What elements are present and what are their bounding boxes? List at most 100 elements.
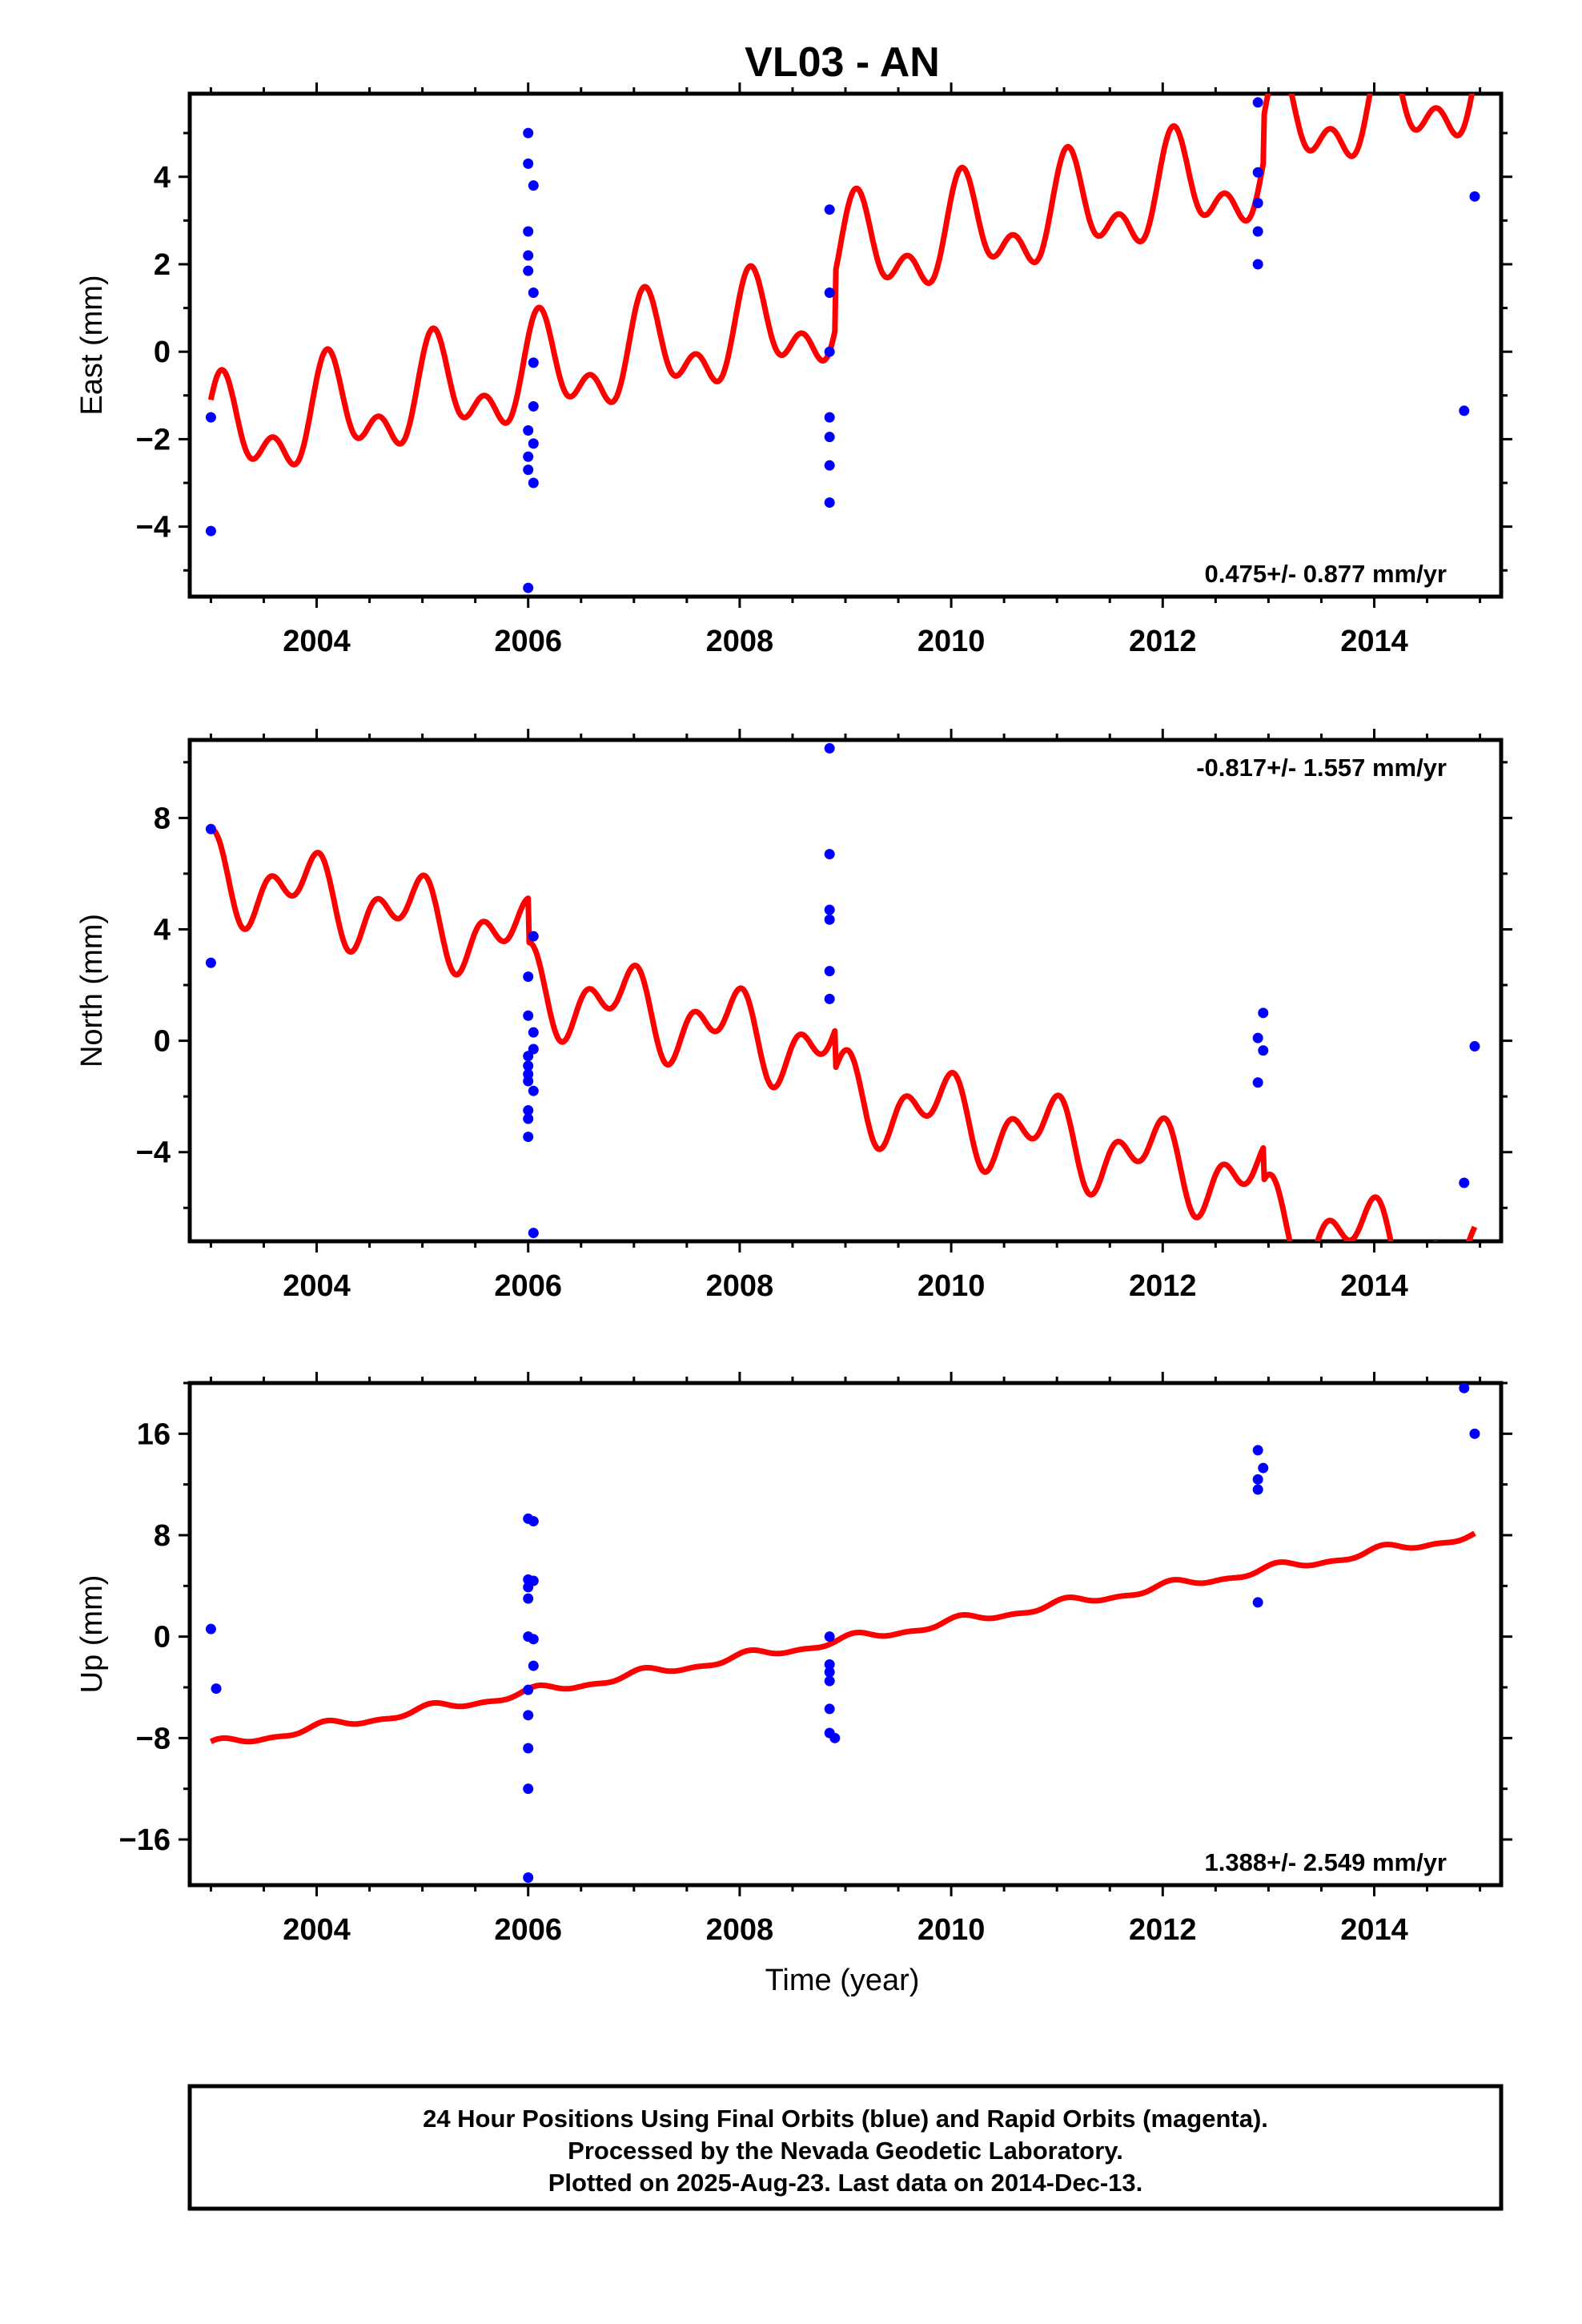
data-point bbox=[523, 971, 534, 983]
data-point bbox=[824, 1703, 835, 1715]
y-tick-label: −8 bbox=[136, 1722, 171, 1755]
data-point bbox=[523, 226, 534, 237]
data-point bbox=[824, 1667, 835, 1678]
data-point bbox=[523, 1684, 534, 1695]
data-point bbox=[523, 1710, 534, 1721]
data-point bbox=[1459, 1177, 1470, 1188]
data-point bbox=[528, 287, 539, 298]
data-point bbox=[523, 1105, 534, 1116]
x-tick-label: 2010 bbox=[917, 1913, 986, 1947]
data-point bbox=[829, 1732, 841, 1743]
data-point bbox=[1459, 405, 1470, 416]
x-tick-label: 2012 bbox=[1129, 1269, 1197, 1303]
data-point bbox=[528, 1027, 539, 1038]
x-tick-label: 2012 bbox=[1129, 625, 1197, 658]
panel-east-rate: 0.475+/- 0.877 mm/yr bbox=[1205, 560, 1447, 588]
footer-box bbox=[187, 2084, 1504, 2211]
data-point bbox=[528, 357, 539, 368]
y-tick-label: 4 bbox=[154, 913, 171, 947]
data-point bbox=[1252, 1077, 1263, 1088]
y-tick-label: 8 bbox=[154, 1519, 171, 1553]
data-point bbox=[211, 1683, 222, 1695]
data-point bbox=[528, 1660, 539, 1671]
footer-line-2: Processed by the Nevada Geodetic Laborat… bbox=[568, 2137, 1123, 2165]
data-point bbox=[528, 477, 539, 489]
chart-title: VL03 - AN bbox=[745, 39, 940, 86]
panel-up-ylabel: Up (mm) bbox=[75, 1575, 109, 1694]
data-point bbox=[523, 1060, 534, 1072]
data-point bbox=[824, 412, 835, 423]
data-point bbox=[1252, 1597, 1263, 1608]
y-tick-label: 0 bbox=[154, 336, 171, 369]
data-point bbox=[528, 438, 539, 449]
data-point bbox=[1252, 198, 1263, 209]
y-tick-label: 8 bbox=[154, 802, 171, 835]
data-point bbox=[1469, 191, 1480, 202]
data-point bbox=[205, 1623, 216, 1634]
x-tick-label: 2004 bbox=[283, 1269, 351, 1303]
data-point bbox=[1258, 1007, 1269, 1019]
data-point bbox=[523, 1743, 534, 1754]
y-tick-label: 0 bbox=[154, 1025, 171, 1059]
data-point bbox=[1252, 1032, 1263, 1043]
data-point bbox=[824, 346, 835, 357]
x-tick-label: 2012 bbox=[1129, 1913, 1197, 1947]
data-point bbox=[528, 1516, 539, 1527]
data-point bbox=[205, 957, 216, 968]
data-point bbox=[1258, 1462, 1269, 1474]
data-point bbox=[205, 823, 216, 834]
data-point bbox=[824, 460, 835, 471]
y-tick-label: −2 bbox=[136, 423, 171, 456]
data-point bbox=[528, 1085, 539, 1096]
data-point bbox=[523, 1051, 534, 1062]
data-point bbox=[824, 914, 835, 925]
data-point bbox=[523, 127, 534, 139]
data-point bbox=[1252, 1445, 1263, 1456]
data-point bbox=[523, 1872, 534, 1883]
data-point bbox=[523, 1132, 534, 1143]
x-tick-label: 2004 bbox=[283, 1913, 351, 1947]
data-point bbox=[528, 1634, 539, 1645]
data-point bbox=[824, 1675, 835, 1687]
data-point bbox=[824, 432, 835, 443]
data-point bbox=[1252, 1484, 1263, 1495]
x-tick-label: 2014 bbox=[1340, 1269, 1408, 1303]
data-point bbox=[523, 158, 534, 169]
data-point bbox=[824, 287, 835, 298]
data-point bbox=[523, 1582, 534, 1593]
y-tick-label: −16 bbox=[119, 1823, 171, 1857]
panel-up-model-line bbox=[209, 1530, 1477, 1745]
x-tick-label: 2008 bbox=[706, 625, 774, 658]
x-tick-label: 2006 bbox=[494, 1269, 562, 1303]
y-tick-label: 0 bbox=[154, 1621, 171, 1655]
data-point bbox=[523, 464, 534, 476]
y-tick-label: 2 bbox=[154, 248, 171, 282]
data-point bbox=[1469, 1428, 1480, 1439]
x-tick-label: 2006 bbox=[494, 625, 562, 658]
data-point bbox=[523, 250, 534, 261]
data-point bbox=[1252, 97, 1263, 108]
x-tick-label: 2010 bbox=[917, 1269, 986, 1303]
data-point bbox=[824, 993, 835, 1004]
y-tick-label: 16 bbox=[137, 1417, 171, 1451]
footer-line-3: Plotted on 2025-Aug-23. Last data on 201… bbox=[548, 2169, 1143, 2197]
data-point bbox=[1459, 1382, 1470, 1393]
x-tick-label: 2006 bbox=[494, 1913, 562, 1947]
data-point bbox=[523, 1113, 534, 1124]
x-tick-label: 2008 bbox=[706, 1913, 774, 1947]
data-point bbox=[824, 904, 835, 915]
data-point bbox=[528, 180, 539, 191]
data-point bbox=[824, 1631, 835, 1642]
data-point bbox=[1252, 167, 1263, 178]
panel-north-ylabel: North (mm) bbox=[75, 914, 109, 1068]
data-point bbox=[1258, 1045, 1269, 1056]
data-point bbox=[824, 742, 835, 754]
x-tick-label: 2004 bbox=[283, 625, 351, 658]
panel-east: 2004 2006 2008 2010 2012 2014 4 2 0 −2 −4 East (mm)… bbox=[75, 82, 1512, 658]
data-point bbox=[523, 265, 534, 276]
data-point bbox=[205, 412, 216, 423]
data-point bbox=[528, 1228, 539, 1239]
data-point bbox=[523, 1783, 534, 1795]
data-point bbox=[824, 966, 835, 977]
